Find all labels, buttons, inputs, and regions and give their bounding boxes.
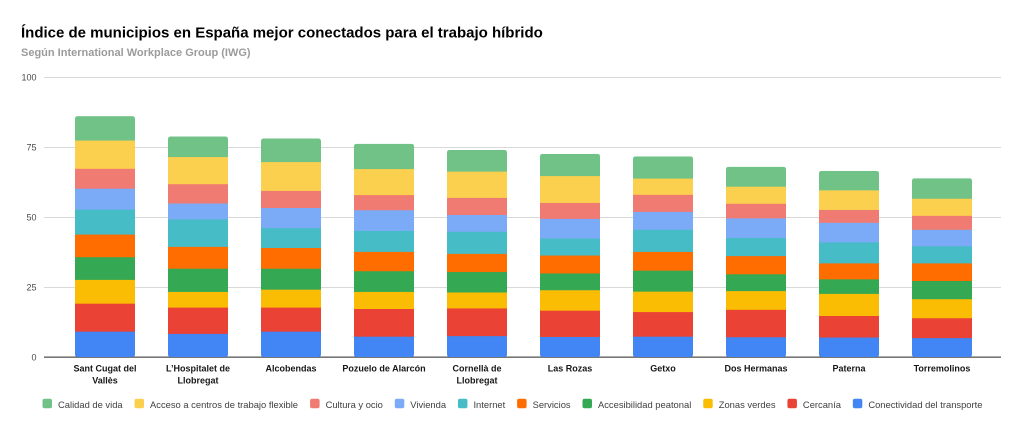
svg-text:50: 50 <box>26 212 36 222</box>
svg-text:0: 0 <box>31 352 36 362</box>
svg-text:Índice de municipios en España: Índice de municipios en España mejor con… <box>21 25 543 42</box>
svg-text:Servicios: Servicios <box>533 399 571 410</box>
svg-text:Calidad de vida: Calidad de vida <box>58 399 123 410</box>
svg-text:Cultura y ocio: Cultura y ocio <box>326 399 383 410</box>
svg-text:Conectividad del transporte: Conectividad del transporte <box>868 399 982 410</box>
svg-text:Pozuelo de Alarcón: Pozuelo de Alarcón <box>342 363 425 373</box>
svg-text:Llobregat: Llobregat <box>177 376 218 386</box>
svg-text:Internet: Internet <box>473 399 505 410</box>
svg-text:Según International Workplace: Según International Workplace Group (IWG… <box>21 47 251 59</box>
svg-text:Accesibilidad peatonal: Accesibilidad peatonal <box>598 399 691 410</box>
svg-text:L’Hospitalet de: L’Hospitalet de <box>166 363 230 373</box>
svg-text:25: 25 <box>26 282 36 292</box>
svg-text:75: 75 <box>26 142 36 152</box>
svg-text:Sant Cugat del: Sant Cugat del <box>73 363 136 373</box>
svg-text:Cornellà de: Cornellà de <box>452 363 501 373</box>
svg-text:Zonas verdes: Zonas verdes <box>719 399 776 410</box>
svg-text:Llobregat: Llobregat <box>456 376 497 386</box>
svg-text:Paterna: Paterna <box>832 363 866 373</box>
svg-text:Acceso a centros de trabajo fl: Acceso a centros de trabajo flexible <box>150 399 298 410</box>
svg-text:Vallès: Vallès <box>92 376 118 386</box>
svg-text:Torremolinos: Torremolinos <box>914 363 971 373</box>
svg-text:Getxo: Getxo <box>650 363 676 373</box>
svg-text:Las Rozas: Las Rozas <box>548 363 593 373</box>
svg-text:Cercanía: Cercanía <box>803 399 842 410</box>
svg-text:Vivienda: Vivienda <box>410 399 447 410</box>
svg-text:Alcobendas: Alcobendas <box>265 363 316 373</box>
svg-text:100: 100 <box>21 73 36 83</box>
svg-text:Dos Hermanas: Dos Hermanas <box>724 363 787 373</box>
